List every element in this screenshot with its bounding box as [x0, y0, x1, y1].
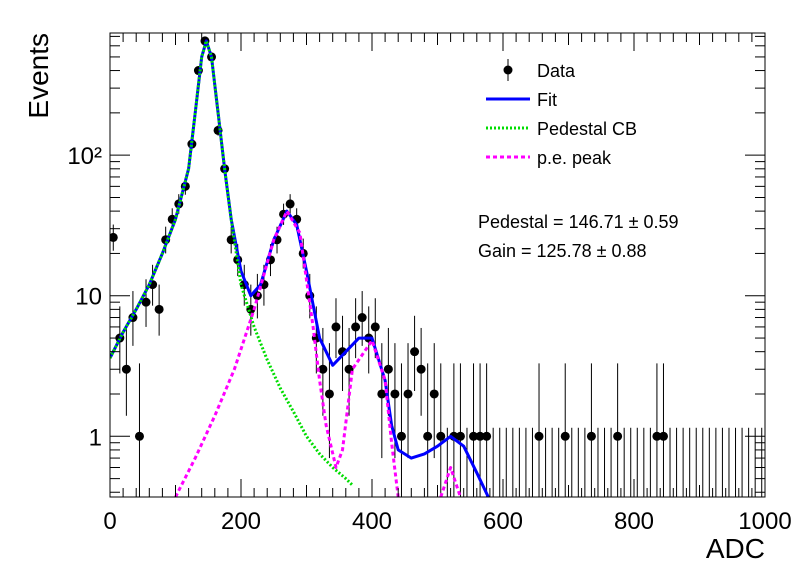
marker: [410, 347, 420, 357]
data-point: [436, 363, 446, 497]
marker: [469, 431, 479, 441]
marker: [658, 431, 668, 441]
data-point: [141, 279, 151, 327]
x-tick-label: 400: [352, 508, 392, 535]
data-point: [121, 327, 131, 416]
data-point: [613, 363, 623, 497]
data-point: [658, 363, 668, 497]
data-point: [560, 363, 570, 497]
x-tick-label: 200: [221, 508, 261, 535]
x-tick-label: 1000: [738, 508, 791, 535]
marker: [357, 313, 367, 323]
data-point: [534, 363, 544, 497]
marker: [586, 431, 596, 441]
data-point: [396, 363, 406, 497]
marker: [285, 199, 295, 209]
data-point: [134, 363, 144, 497]
marker: [154, 304, 164, 314]
legend-label: p.e. peak: [537, 148, 612, 168]
data-point: [455, 363, 465, 497]
data-point: [586, 363, 596, 497]
data-point: [383, 327, 393, 416]
marker: [377, 389, 387, 399]
data-point: [154, 284, 164, 336]
y-axis-label: Events: [23, 33, 54, 119]
fit-line: [174, 209, 462, 497]
marker: [351, 322, 361, 332]
y-tick-label: 10²: [67, 143, 102, 170]
marker: [331, 322, 341, 332]
marker: [423, 431, 433, 441]
marker: [436, 431, 446, 441]
data-point: [403, 343, 413, 459]
marker: [383, 364, 393, 374]
x-tick-label: 600: [483, 508, 523, 535]
marker: [121, 364, 131, 374]
data-point: [285, 194, 295, 214]
marker: [482, 431, 492, 441]
marker: [110, 232, 118, 242]
y-tick-label: 10: [75, 284, 102, 311]
legend-symbol: [503, 65, 513, 75]
marker: [370, 322, 380, 332]
legend-label: Pedestal CB: [537, 119, 637, 139]
marker: [455, 431, 465, 441]
annotation: Gain = 125.78 ± 0.88: [478, 241, 647, 261]
marker: [429, 389, 439, 399]
data-point: [410, 315, 420, 392]
marker: [403, 389, 413, 399]
legend-label: Data: [537, 61, 576, 81]
marker: [396, 431, 406, 441]
data-point: [429, 343, 439, 459]
marker: [534, 431, 544, 441]
marker: [141, 297, 151, 307]
marker: [475, 431, 485, 441]
fit-line: [110, 39, 354, 487]
annotation: Pedestal = 146.71 ± 0.59: [478, 212, 679, 232]
marker: [613, 431, 623, 441]
marker: [324, 389, 334, 399]
data-point: [377, 343, 387, 459]
data-point: [482, 363, 492, 497]
marker: [560, 431, 570, 441]
data-point: [416, 327, 426, 416]
marker: [318, 364, 328, 374]
x-tick-label: 0: [103, 508, 116, 535]
x-axis-label: ADC: [706, 533, 765, 564]
plot-area: [110, 36, 763, 497]
marker: [134, 431, 144, 441]
y-tick-label: 1: [89, 424, 102, 451]
legend-label: Fit: [537, 90, 557, 110]
marker: [390, 389, 400, 399]
x-tick-label: 800: [614, 508, 654, 535]
data-point: [331, 298, 341, 359]
marker: [416, 364, 426, 374]
marker: [652, 431, 662, 441]
data-point: [423, 363, 433, 497]
data-point: [351, 298, 361, 359]
